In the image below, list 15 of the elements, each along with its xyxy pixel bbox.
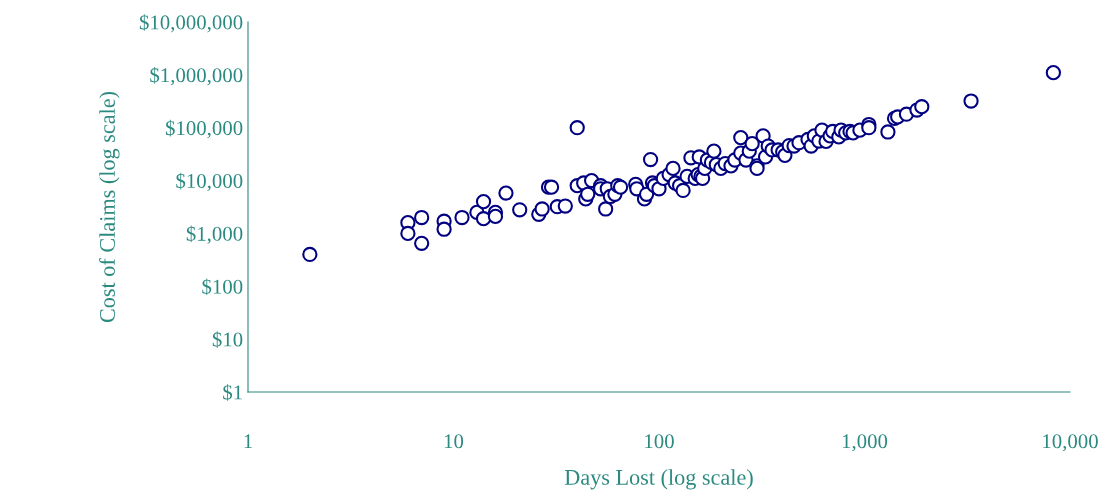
y-axis-title: Cost of Claims (log scale): [99, 91, 120, 323]
y-tick-label: $100,000: [165, 119, 243, 139]
y-tick-label: $1: [223, 384, 242, 401]
y-tick-label: $10: [212, 331, 243, 348]
y-tick-label: $10,000,000: [139, 14, 243, 33]
y-tick-label: $10,000: [176, 172, 243, 191]
y-tick-label: $100: [202, 278, 243, 296]
x-tick-label: 1,000: [842, 434, 888, 452]
x-tick-label: 10: [444, 434, 464, 449]
x-tick-label: 100: [645, 434, 674, 449]
y-tick-label: $1,000: [186, 225, 243, 244]
x-axis-title: Days Lost (log scale): [564, 469, 753, 490]
y-tick-label: $1,000,000: [150, 67, 243, 86]
x-tick-label: 1: [244, 434, 252, 449]
x-tick-label: 10,000: [1043, 434, 1098, 452]
